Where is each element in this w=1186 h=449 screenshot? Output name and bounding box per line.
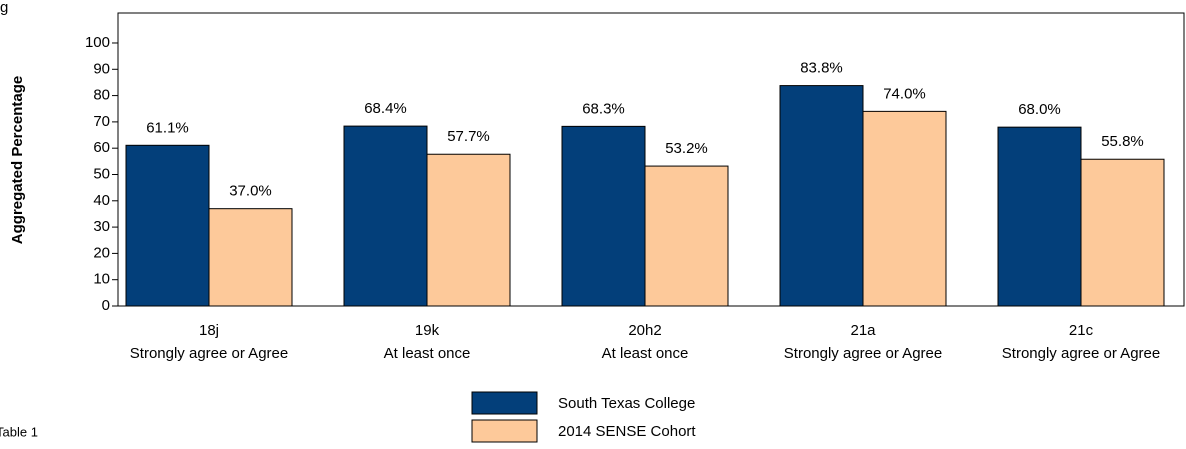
value-label: 57.7% (447, 128, 490, 145)
x-tick-label: 18j (199, 322, 219, 339)
value-label: 53.2% (665, 140, 708, 157)
x-tick-label: 20h2 (628, 322, 661, 339)
x-tick-label: Strongly agree or Agree (130, 345, 288, 362)
x-tick-label: Strongly agree or Agree (1002, 345, 1160, 362)
value-label: 68.4% (364, 100, 407, 117)
bar (426, 153, 511, 307)
y-tick-label: 0 (102, 297, 110, 314)
y-tick-label: 90 (93, 60, 110, 77)
value-label: 74.0% (883, 85, 926, 102)
legend-swatch (471, 391, 538, 415)
y-axis-label: Aggregated Percentage (9, 76, 26, 244)
y-tick-label: 60 (93, 139, 110, 156)
value-label: 68.0% (1018, 101, 1061, 118)
legend-label: South Texas College (558, 395, 695, 412)
y-tick-label: 50 (93, 165, 110, 182)
value-label: 37.0% (229, 183, 272, 200)
bar (779, 85, 864, 307)
legend-label: 2014 SENSE Cohort (558, 423, 696, 440)
legend-swatch (471, 419, 538, 443)
value-label: 68.3% (582, 100, 625, 117)
x-tick-label: At least once (602, 345, 689, 362)
bar (343, 125, 428, 307)
y-tick-label: 20 (93, 244, 110, 261)
value-label: 83.8% (800, 60, 843, 77)
x-tick-label: 21c (1069, 322, 1094, 339)
value-label: 61.1% (146, 119, 189, 136)
y-tick-label: 80 (93, 87, 110, 104)
y-tick-label: 40 (93, 192, 110, 209)
bar (1080, 158, 1165, 307)
bar (561, 125, 646, 307)
y-tick-label: 30 (93, 218, 110, 235)
bar (997, 126, 1082, 307)
bar (125, 144, 210, 307)
y-tick-label: 70 (93, 113, 110, 130)
bar (644, 165, 729, 307)
x-tick-label: At least once (384, 345, 471, 362)
footer-text: Table 1 (0, 424, 38, 439)
y-tick-label: 100 (85, 34, 110, 51)
value-label: 55.8% (1101, 133, 1144, 150)
bar (862, 110, 947, 307)
x-tick-label: 19k (415, 322, 440, 339)
bar (208, 208, 293, 307)
x-tick-label: 21a (850, 322, 876, 339)
x-tick-label: Strongly agree or Agree (784, 345, 942, 362)
y-tick-label: 10 (93, 271, 110, 288)
corner-text: g (0, 0, 8, 16)
